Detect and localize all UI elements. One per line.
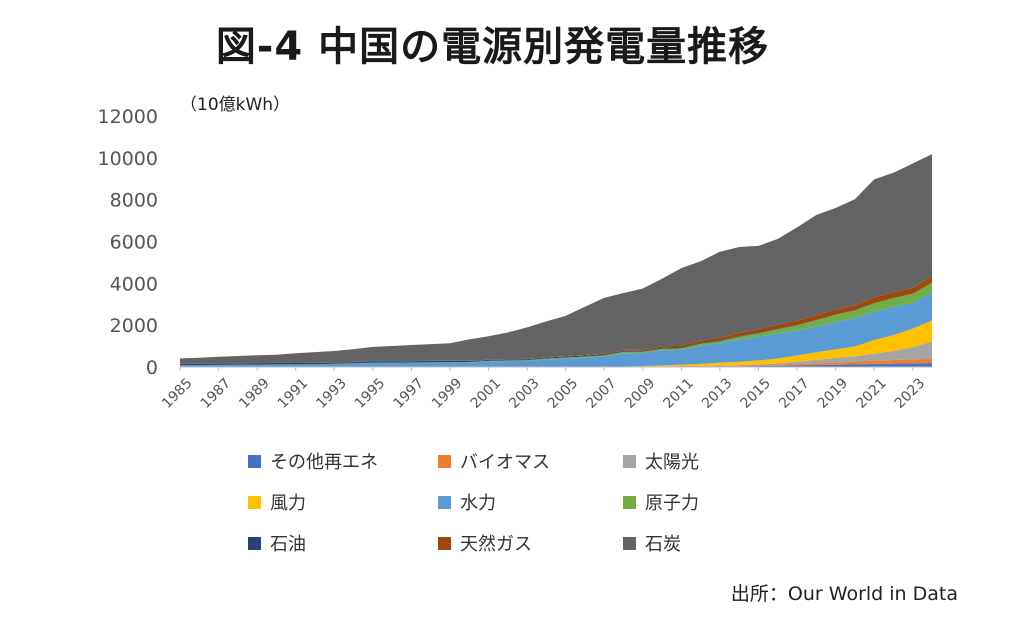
legend-swatch (623, 495, 636, 509)
area-series-group (180, 154, 932, 367)
x-tick-label: 2011 (660, 375, 697, 412)
x-tick-label: 2009 (622, 375, 659, 412)
y-axis-unit-label: （10億kWh） (180, 95, 291, 115)
legend-item: 石炭 (623, 530, 681, 556)
x-tick-label: 1985 (159, 375, 196, 412)
y-tick-label: 0 (146, 357, 158, 379)
y-tick-label: 2000 (110, 315, 158, 337)
legend-label: 石油 (270, 534, 306, 555)
x-tick-label: 2001 (468, 375, 505, 412)
legend-item: 水力 (438, 489, 496, 515)
legend-swatch (248, 495, 261, 509)
legend-swatch (438, 536, 451, 550)
x-tick-label: 1997 (390, 375, 427, 412)
y-tick-label: 12000 (98, 106, 158, 128)
y-tick-label: 6000 (110, 232, 158, 254)
legend-item: 太陽光 (623, 448, 699, 474)
x-tick-label: 1999 (429, 375, 466, 412)
chart-title: 図-4 中国の電源別発電量推移 (215, 24, 770, 70)
x-tick-label: 2019 (815, 375, 852, 412)
source-note: 出所：Our World in Data (730, 583, 958, 605)
legend-item: 原子力 (623, 489, 699, 515)
x-tick-label: 1991 (275, 375, 312, 412)
x-tick-label: 2003 (506, 375, 543, 412)
legend-swatch (248, 536, 261, 550)
x-tick-label: 2013 (699, 375, 736, 412)
legend-label: 水力 (460, 493, 496, 514)
legend-label: 石炭 (645, 534, 681, 555)
y-tick-label: 10000 (98, 148, 158, 170)
y-tick-label: 4000 (110, 273, 158, 295)
x-tick-label: 2015 (738, 375, 775, 412)
x-tick-label: 1987 (198, 375, 235, 412)
legend-label: 原子力 (645, 493, 699, 514)
legend-swatch (623, 536, 636, 550)
x-tick-label: 1989 (236, 375, 273, 412)
legend-swatch (438, 495, 451, 509)
legend-label: 天然ガス (460, 534, 532, 555)
x-tick-label: 2023 (892, 375, 929, 412)
y-tick-label: 8000 (110, 190, 158, 212)
x-tick-label: 1993 (313, 375, 350, 412)
x-tick-label: 2021 (853, 375, 890, 412)
area-series-9 (180, 154, 932, 364)
legend-label: その他再エネ (270, 452, 378, 473)
area-series-5 (180, 292, 932, 367)
x-tick-label: 2005 (545, 375, 582, 412)
legend-swatch (623, 454, 636, 468)
legend-item: 天然ガス (438, 530, 532, 556)
legend-label: バイオマス (460, 452, 550, 473)
legend-item: 石油 (248, 530, 306, 556)
legend-item: その他再エネ (248, 448, 378, 474)
legend-item: 風力 (248, 489, 306, 515)
legend-label: 太陽光 (645, 452, 699, 473)
x-tick-label: 1995 (352, 375, 389, 412)
legend-item: バイオマス (438, 448, 550, 474)
x-tick-label: 2017 (776, 375, 813, 412)
legend-label: 風力 (270, 493, 306, 514)
x-tick-label: 2007 (583, 375, 620, 412)
legend-swatch (438, 454, 451, 468)
legend-swatch (248, 454, 261, 468)
